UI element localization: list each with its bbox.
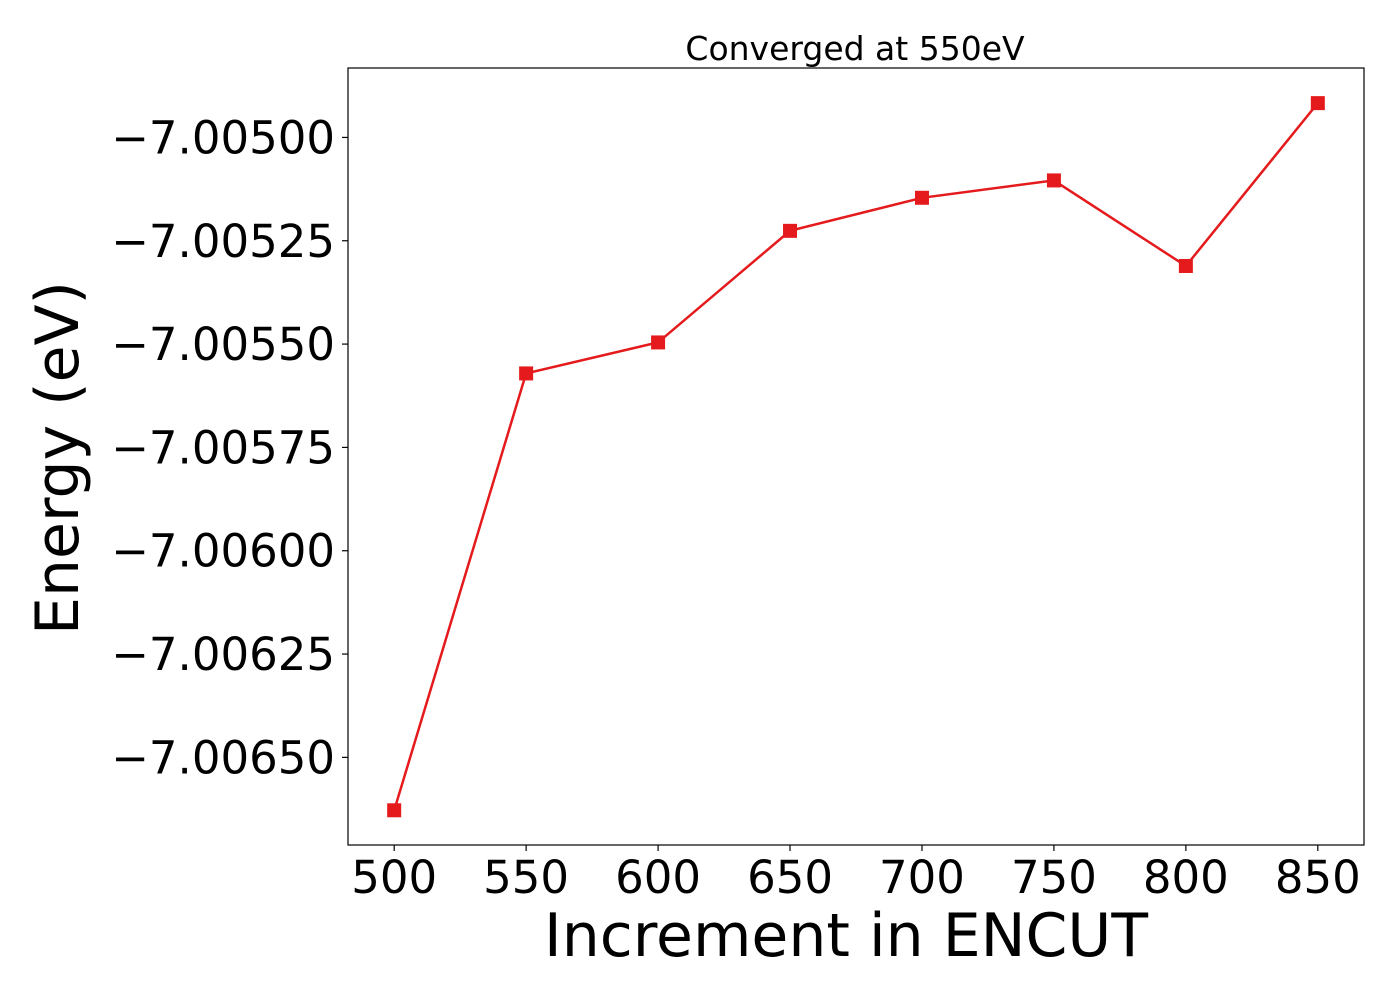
y-axis-label: Energy (eV) [23,281,93,635]
x-tick-label: 750 [1011,851,1097,904]
data-point-marker [651,335,666,350]
y-tick-label: −7.00525 [111,215,335,268]
series-line [393,102,1319,811]
y-tick-label: −7.00500 [111,111,335,164]
data-point-marker [387,803,402,818]
x-tick-label: 700 [879,851,965,904]
data-point-marker [1310,96,1325,111]
data-point-marker [1046,173,1061,188]
y-axis-ticks: −7.00500 −7.00525 −7.00550 −7.00575 −7.00600… [111,111,348,784]
data-point-marker [1178,258,1193,273]
y-tick-label: −7.00600 [111,525,335,578]
y-tick-label: −7.00550 [111,318,335,371]
y-tick-label: −7.00625 [111,628,335,681]
x-axis-label: Increment in ENCUT [544,901,1148,971]
series-layer [387,96,1325,818]
x-tick-label: 500 [351,851,437,904]
x-axis-ticks: 500 550 600 650 700 750 800 850 [351,845,1361,904]
y-tick-label: −7.00575 [111,421,335,474]
data-point-marker [914,190,929,205]
x-tick-label: 800 [1143,851,1229,904]
y-tick-label: −7.00650 [111,731,335,784]
plot-area-frame [347,67,1365,846]
x-tick-label: 550 [483,851,569,904]
x-tick-label: 850 [1275,851,1361,904]
data-point-marker [519,366,534,381]
x-tick-label: 600 [615,851,701,904]
x-tick-label: 650 [747,851,833,904]
data-point-marker [783,223,798,238]
chart-title: Converged at 550eV [685,29,1025,68]
